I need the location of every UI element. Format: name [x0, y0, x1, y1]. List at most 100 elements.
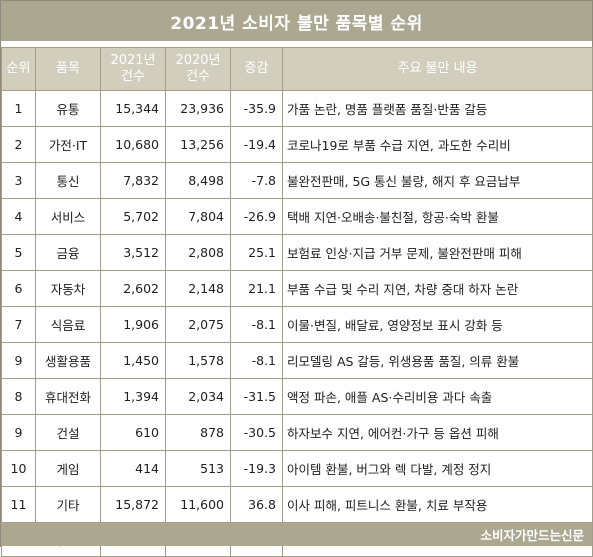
table-title: 2021년 소비자 불만 품목별 순위 [1, 1, 592, 41]
complaints-cell: 불완전판매, 5G 통신 불량, 해지 후 요금납부 [282, 162, 593, 199]
count-2020-cell: 13,256 [165, 126, 231, 163]
change-cell: -7.8 [230, 162, 283, 199]
header-2021-year: 2021년 [110, 53, 156, 68]
header-change: 증감 [230, 47, 283, 91]
count-2020-cell: 8,498 [165, 162, 231, 199]
rank-cell: 10 [1, 450, 36, 487]
change-cell: 36.8 [230, 486, 283, 523]
complaints-cell: 보험료 인상·지급 거부 문제, 불완전판매 피해 [282, 234, 593, 271]
complaints-cell: 아이템 환불, 버그와 렉 다발, 계정 정지 [282, 450, 593, 487]
count-2021-cell: 15,872 [100, 486, 166, 523]
header-2020-count: 2020년 건수 [165, 47, 231, 91]
item-cell: 금융 [35, 234, 101, 271]
count-2021-cell: 1,450 [100, 342, 166, 379]
item-cell: 식음료 [35, 306, 101, 343]
table-row: 8 휴대전화 1,394 2,034 -31.5 액정 파손, 애플 AS·수리비용 과다… [1, 378, 593, 415]
rank-cell: 7 [1, 306, 36, 343]
count-2020-cell: 1,578 [165, 342, 231, 379]
count-2020-cell: 878 [165, 414, 231, 451]
change-cell: -19.4 [230, 126, 283, 163]
change-cell: 21.1 [230, 270, 283, 307]
complaints-cell: 부품 수급 및 수리 지연, 차량 중대 하자 논란 [282, 270, 593, 307]
table-row: 11 기타 15,872 11,600 36.8 이사 피해, 피트니스 환불, 치료 부… [1, 486, 593, 523]
item-cell: 유통 [35, 90, 101, 127]
item-cell: 건설 [35, 414, 101, 451]
complaints-cell: 하자보수 지연, 에어컨·가구 등 옵션 피해 [282, 414, 593, 451]
change-cell: -8.1 [230, 342, 283, 379]
count-2021-cell: 1,394 [100, 378, 166, 415]
table-row: 5 금융 3,512 2,808 25.1 보험료 인상·지급 거부 문제, 불완전판매 … [1, 234, 593, 271]
count-2021-cell: 15,344 [100, 90, 166, 127]
rank-cell: 9 [1, 342, 36, 379]
rank-cell: 6 [1, 270, 36, 307]
complaints-cell: 이물·변질, 배달료, 영양정보 표시 강화 등 [282, 306, 593, 343]
complaints-cell: 액정 파손, 애플 AS·수리비용 과다 속출 [282, 378, 593, 415]
item-cell: 기타 [35, 486, 101, 523]
change-cell: 25.1 [230, 234, 283, 271]
table-row: 2 가전·IT 10,680 13,256 -19.4 코로나19로 부품 수급 지연, … [1, 126, 593, 163]
rank-cell: 3 [1, 162, 36, 199]
table-body: 1 유통 15,344 23,936 -35.9 가품 논란, 명품 플랫폼 품질·반품 … [1, 90, 593, 523]
rank-cell: 4 [1, 198, 36, 235]
header-complaints: 주요 불만 내용 [282, 47, 593, 91]
table-row: 9 건설 610 878 -30.5 하자보수 지연, 에어컨·가구 등 옵션 피해 [1, 414, 593, 451]
header-row: 순위 품목 2021년 건수 2020년 건수 증감 주요 불만 내용 [1, 47, 593, 91]
count-2021-cell: 610 [100, 414, 166, 451]
count-2020-cell: 23,936 [165, 90, 231, 127]
count-2021-cell: 10,680 [100, 126, 166, 163]
rank-cell: 2 [1, 126, 36, 163]
count-2021-cell: 5,702 [100, 198, 166, 235]
table-row: 7 식음료 1,906 2,075 -8.1 이물·변질, 배달료, 영양정보 표시 강화… [1, 306, 593, 343]
table-row: 4 서비스 5,702 7,804 -26.9 택배 지연·오배송·불친절, 항공·숙박 … [1, 198, 593, 235]
header-rank: 순위 [1, 47, 36, 91]
complaint-ranking-table: 순위 품목 2021년 건수 2020년 건수 증감 주요 불만 내용 1 유통 15,… [1, 47, 593, 557]
item-cell: 생활용품 [35, 342, 101, 379]
count-2020-cell: 2,148 [165, 270, 231, 307]
count-2020-cell: 7,804 [165, 198, 231, 235]
complaints-cell: 리모델링 AS 갈등, 위생용품 품질, 의류 환불 [282, 342, 593, 379]
rank-cell: 5 [1, 234, 36, 271]
table-row: 10 게임 414 513 -19.3 아이템 환불, 버그와 렉 다발, 계정 정지 [1, 450, 593, 487]
source-footer: 소비자가만드는신문 [1, 523, 592, 546]
table-row: 9 생활용품 1,450 1,578 -8.1 리모델링 AS 갈등, 위생용품 품질, … [1, 342, 593, 379]
count-2020-cell: 2,034 [165, 378, 231, 415]
count-2020-cell: 2,808 [165, 234, 231, 271]
count-2021-cell: 3,512 [100, 234, 166, 271]
change-cell: -8.1 [230, 306, 283, 343]
table-row: 3 통신 7,832 8,498 -7.8 불완전판매, 5G 통신 불량, 해지 후 요… [1, 162, 593, 199]
item-cell: 게임 [35, 450, 101, 487]
table-row: 6 자동차 2,602 2,148 21.1 부품 수급 및 수리 지연, 차량 중대 하… [1, 270, 593, 307]
table-row: 1 유통 15,344 23,936 -35.9 가품 논란, 명품 플랫폼 품질·반품 … [1, 90, 593, 127]
count-2020-cell: 2,075 [165, 306, 231, 343]
complaints-cell: 택배 지연·오배송·불친절, 항공·숙박 환불 [282, 198, 593, 235]
change-cell: -35.9 [230, 90, 283, 127]
rank-cell: 9 [1, 414, 36, 451]
header-2020-year: 2020년 [175, 53, 221, 68]
count-2020-cell: 11,600 [165, 486, 231, 523]
header-2020-unit: 건수 [186, 69, 210, 84]
header-2021-unit: 건수 [121, 69, 145, 84]
change-cell: -26.9 [230, 198, 283, 235]
item-cell: 자동차 [35, 270, 101, 307]
rank-cell: 1 [1, 90, 36, 127]
change-cell: -19.3 [230, 450, 283, 487]
item-cell: 통신 [35, 162, 101, 199]
header-item: 품목 [35, 47, 101, 91]
item-cell: 휴대전화 [35, 378, 101, 415]
count-2021-cell: 7,832 [100, 162, 166, 199]
complaints-cell: 가품 논란, 명품 플랫폼 품질·반품 갈등 [282, 90, 593, 127]
count-2021-cell: 2,602 [100, 270, 166, 307]
count-2020-cell: 513 [165, 450, 231, 487]
item-cell: 서비스 [35, 198, 101, 235]
complaints-cell: 이사 피해, 피트니스 환불, 치료 부작용 [282, 486, 593, 523]
item-cell: 가전·IT [35, 126, 101, 163]
count-2021-cell: 414 [100, 450, 166, 487]
complaints-cell: 코로나19로 부품 수급 지연, 과도한 수리비 [282, 126, 593, 163]
rank-cell: 11 [1, 486, 36, 523]
change-cell: -31.5 [230, 378, 283, 415]
change-cell: -30.5 [230, 414, 283, 451]
header-2021-count: 2021년 건수 [100, 47, 166, 91]
count-2021-cell: 1,906 [100, 306, 166, 343]
rank-cell: 8 [1, 378, 36, 415]
